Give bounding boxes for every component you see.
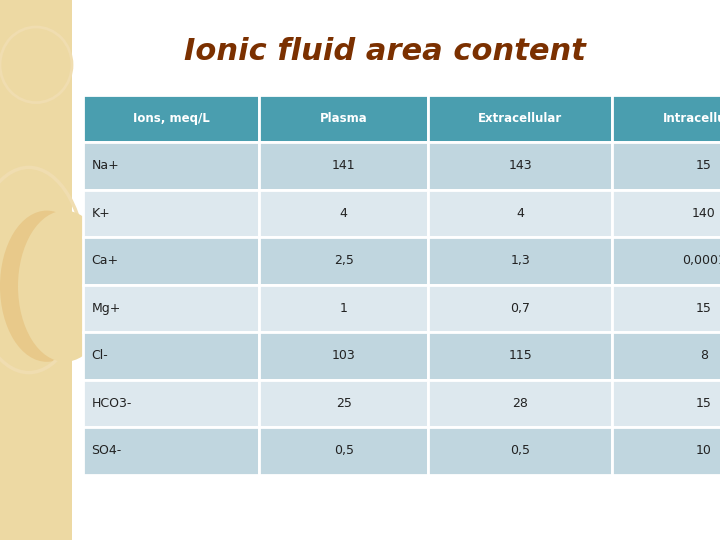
FancyBboxPatch shape [428, 142, 612, 190]
Text: Ionic fluid area content: Ionic fluid area content [184, 37, 586, 66]
Text: 141: 141 [332, 159, 356, 172]
Text: Na+: Na+ [91, 159, 120, 172]
FancyBboxPatch shape [428, 332, 612, 380]
Text: 0,5: 0,5 [334, 444, 354, 457]
FancyBboxPatch shape [259, 380, 428, 427]
Text: 1: 1 [340, 302, 348, 315]
FancyBboxPatch shape [612, 380, 720, 427]
FancyBboxPatch shape [259, 332, 428, 380]
Text: Mg+: Mg+ [91, 302, 121, 315]
FancyBboxPatch shape [259, 142, 428, 190]
Text: 143: 143 [508, 159, 532, 172]
Text: 15: 15 [696, 397, 712, 410]
Text: 2,5: 2,5 [334, 254, 354, 267]
Text: 103: 103 [332, 349, 356, 362]
FancyBboxPatch shape [428, 190, 612, 237]
FancyBboxPatch shape [83, 285, 259, 332]
FancyBboxPatch shape [259, 94, 428, 142]
FancyBboxPatch shape [83, 237, 259, 285]
FancyBboxPatch shape [612, 190, 720, 237]
FancyBboxPatch shape [612, 427, 720, 475]
FancyBboxPatch shape [612, 285, 720, 332]
Text: Extracellular: Extracellular [478, 112, 562, 125]
Text: SO4-: SO4- [91, 444, 122, 457]
FancyBboxPatch shape [428, 285, 612, 332]
FancyBboxPatch shape [612, 332, 720, 380]
Text: Ions, meq/L: Ions, meq/L [132, 112, 210, 125]
Text: 0,7: 0,7 [510, 302, 530, 315]
FancyBboxPatch shape [83, 142, 259, 190]
Text: 28: 28 [512, 397, 528, 410]
Text: Plasma: Plasma [320, 112, 368, 125]
Text: 1,3: 1,3 [510, 254, 530, 267]
FancyBboxPatch shape [259, 190, 428, 237]
FancyBboxPatch shape [83, 332, 259, 380]
Text: 10: 10 [696, 444, 712, 457]
Text: Intracellular: Intracellular [663, 112, 720, 125]
FancyBboxPatch shape [612, 142, 720, 190]
FancyBboxPatch shape [612, 94, 720, 142]
FancyBboxPatch shape [428, 237, 612, 285]
FancyBboxPatch shape [428, 427, 612, 475]
Text: 0,5: 0,5 [510, 444, 530, 457]
FancyBboxPatch shape [83, 190, 259, 237]
Text: 25: 25 [336, 397, 352, 410]
Text: HCO3-: HCO3- [91, 397, 132, 410]
Text: K+: K+ [91, 207, 110, 220]
FancyBboxPatch shape [259, 427, 428, 475]
FancyBboxPatch shape [428, 94, 612, 142]
FancyBboxPatch shape [428, 380, 612, 427]
Text: 15: 15 [696, 159, 712, 172]
FancyBboxPatch shape [83, 94, 259, 142]
Text: 0,0001: 0,0001 [682, 254, 720, 267]
Text: Ca+: Ca+ [91, 254, 119, 267]
FancyBboxPatch shape [83, 427, 259, 475]
Text: 4: 4 [516, 207, 524, 220]
Ellipse shape [18, 211, 112, 362]
FancyBboxPatch shape [259, 237, 428, 285]
FancyBboxPatch shape [83, 380, 259, 427]
FancyBboxPatch shape [259, 285, 428, 332]
Text: 140: 140 [692, 207, 716, 220]
FancyBboxPatch shape [612, 237, 720, 285]
Text: 4: 4 [340, 207, 348, 220]
Text: 8: 8 [700, 349, 708, 362]
FancyBboxPatch shape [72, 0, 720, 540]
Text: 115: 115 [508, 349, 532, 362]
Ellipse shape [0, 211, 94, 362]
Text: Cl-: Cl- [91, 349, 108, 362]
Text: 15: 15 [696, 302, 712, 315]
